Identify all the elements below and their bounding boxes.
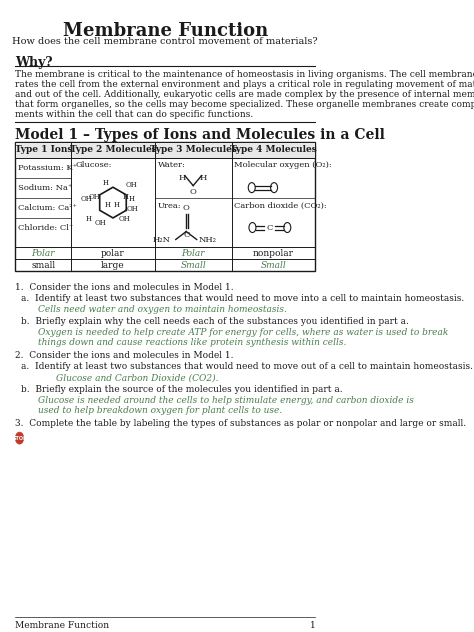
Text: Small: Small [180,261,206,270]
Text: 1.  Consider the ions and molecules in Model 1.: 1. Consider the ions and molecules in Mo… [15,283,234,293]
Text: a.  Identify at least two substances that would need to move into a cell to main: a. Identify at least two substances that… [21,295,464,303]
Text: Polar: Polar [182,249,205,258]
Text: Glucose and Carbon Dioxide (CO2).: Glucose and Carbon Dioxide (CO2). [56,374,219,382]
Text: OH: OH [94,219,106,226]
Text: a.  Identify at least two substances that would need to move out of a cell to ma: a. Identify at least two substances that… [21,362,473,371]
Text: polar: polar [101,249,125,258]
Text: Chloride: Cl⁻: Chloride: Cl⁻ [18,224,73,231]
Text: Type 3 Molecules: Type 3 Molecules [150,145,237,154]
Text: Why?: Why? [15,56,53,69]
Text: Glucose:: Glucose: [75,161,112,169]
Text: H: H [103,179,109,186]
Text: nonpolar: nonpolar [253,249,294,258]
Text: How does the cell membrane control movement of materials?: How does the cell membrane control movem… [12,37,318,46]
Text: C: C [267,224,273,231]
Text: Oxygen is needed to help create ATP for energy for cells, where as water is used: Oxygen is needed to help create ATP for … [38,328,449,337]
Text: STOP: STOP [12,435,27,441]
Text: things down and cause reactions like protein synthesis within cells.: things down and cause reactions like pro… [38,338,346,348]
Text: OH: OH [118,214,130,222]
Text: H: H [86,214,92,222]
Text: H₂N: H₂N [153,236,171,243]
Text: Model 1 – Types of Ions and Molecules in a Cell: Model 1 – Types of Ions and Molecules in… [15,128,385,142]
Text: 1: 1 [310,621,315,629]
Text: Molecular oxygen (O₂):: Molecular oxygen (O₂): [234,161,332,169]
Text: Water:: Water: [157,161,185,169]
Text: O: O [183,204,190,212]
Text: Type 4 Molecules: Type 4 Molecules [230,145,317,154]
Text: Carbon dioxide (CO₂):: Carbon dioxide (CO₂): [234,202,327,210]
Text: b.  Briefly explain the source of the molecules you identified in part a.: b. Briefly explain the source of the mol… [21,386,343,394]
Bar [15,142,315,271]
Text: OH: OH [89,193,100,200]
Text: H: H [113,200,119,209]
Text: used to help breakdown oxygen for plant cells to use.: used to help breakdown oxygen for plant … [38,406,283,415]
Text: H: H [128,195,134,203]
Text: Glucose is needed around the cells to help stimulate energy, and carbon dioxide : Glucose is needed around the cells to he… [38,396,414,405]
Text: large: large [101,261,125,270]
Text: and out of the cell. Additionally, eukaryotic cells are made complex by the pres: and out of the cell. Additionally, eukar… [15,90,474,99]
Text: Potassium: K⁺: Potassium: K⁺ [18,164,77,172]
Text: Type 2 Molecules: Type 2 Molecules [70,145,156,154]
Text: Membrane Function: Membrane Function [15,621,109,629]
Text: Polar: Polar [31,249,55,258]
Text: b.  Briefly explain why the cell needs each of the substances you identified in : b. Briefly explain why the cell needs ea… [21,317,409,326]
Text: OH: OH [80,195,92,203]
Bar [15,142,315,157]
Text: Cells need water and oxygen to maintain homeostasis.: Cells need water and oxygen to maintain … [38,305,287,314]
Text: C: C [183,231,190,238]
Text: that form organelles, so the cells may become specialized. These organelle membr: that form organelles, so the cells may b… [15,100,474,109]
Text: rates the cell from the external environment and plays a critical role in regula: rates the cell from the external environ… [15,80,474,89]
Text: Type 1 Ions: Type 1 Ions [15,145,72,154]
Text: NH₂: NH₂ [199,236,217,243]
Text: OH: OH [126,181,137,188]
Text: Urea:: Urea: [157,202,181,210]
Text: 2.  Consider the ions and molecules in Model 1.: 2. Consider the ions and molecules in Mo… [15,351,234,360]
Text: H: H [123,193,129,200]
Text: OH: OH [127,205,139,212]
Text: O: O [190,188,197,196]
Text: Small: Small [261,261,286,270]
Text: Calcium: Ca²⁺: Calcium: Ca²⁺ [18,204,77,212]
Text: H: H [104,200,110,209]
Text: Membrane Function: Membrane Function [63,22,268,40]
Text: H: H [178,174,186,181]
Circle shape [15,432,24,444]
Text: Sodium: Na⁺: Sodium: Na⁺ [18,184,73,191]
Text: H: H [199,174,207,181]
Text: ments within the cell that can do specific functions.: ments within the cell that can do specif… [15,110,254,119]
Text: The membrane is critical to the maintenance of homeostasis in living organisms. : The membrane is critical to the maintena… [15,70,474,79]
Text: 3.  Complete the table by labeling the types of substances as polar or nonpolar : 3. Complete the table by labeling the ty… [15,419,466,428]
Text: small: small [31,261,55,270]
